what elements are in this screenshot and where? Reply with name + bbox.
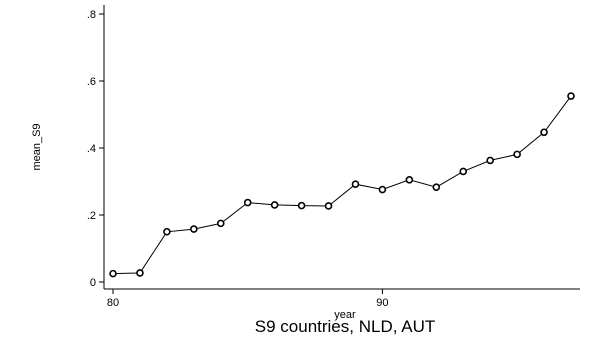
data-point: [486, 156, 494, 165]
x-tick-label: 90: [376, 297, 388, 309]
data-point: [190, 225, 198, 233]
data-point: [567, 92, 575, 100]
data-point: [109, 269, 117, 278]
x-axis-title: year: [334, 309, 356, 321]
data-point: [163, 227, 171, 236]
data-point: [243, 198, 252, 207]
chart-note: S9 countries, NLD, AUT: [255, 317, 435, 336]
data-points: [109, 92, 575, 278]
series-line: [112, 95, 572, 275]
data-point: [297, 201, 306, 210]
data-point: [459, 167, 468, 176]
data-point: [351, 180, 360, 188]
y-tick-label: 0: [90, 277, 96, 289]
data-point: [216, 219, 225, 228]
data-point: [513, 150, 521, 159]
data-point: [136, 269, 144, 277]
data-point: [324, 202, 333, 210]
data-point: [432, 183, 441, 191]
data-point: [405, 176, 414, 184]
x-tick-label: 80: [107, 297, 119, 309]
data-point: [270, 201, 279, 209]
y-tick-label: .4: [87, 143, 96, 155]
x-axis-ticks: 80 90: [107, 289, 389, 309]
y-tick-label: .8: [87, 9, 96, 21]
data-point: [378, 185, 387, 194]
y-axis-title: mean_S9: [31, 123, 43, 170]
y-tick-label: .2: [87, 210, 96, 222]
y-axis-ticks: 0 .2 .4 .6 .8: [87, 9, 104, 289]
data-point: [540, 128, 548, 137]
y-tick-label: .6: [87, 76, 96, 88]
